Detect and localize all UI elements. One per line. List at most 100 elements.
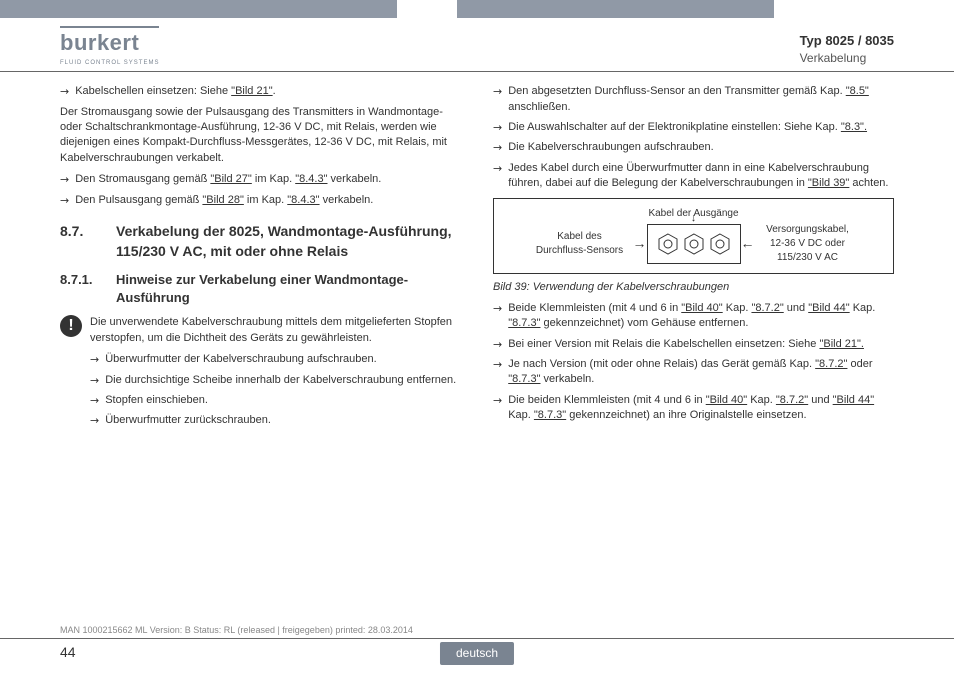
logo-text: burkert bbox=[60, 26, 159, 59]
top-bar-right bbox=[457, 0, 774, 18]
bullet-item: →Die beiden Klemmleisten (mit 4 und 6 in… bbox=[493, 393, 894, 424]
bullet-item: →Beide Klemmleisten (mit 4 und 6 in "Bil… bbox=[493, 301, 894, 332]
subsection-number: 8.7.1. bbox=[60, 271, 116, 307]
page-footer: 44 deutsch bbox=[0, 638, 954, 663]
link-ref[interactable]: "Bild 40" bbox=[706, 394, 747, 406]
arrow-icon: → bbox=[493, 84, 502, 115]
link-ref[interactable]: "Bild 28" bbox=[202, 194, 243, 206]
arrow-icon: → bbox=[493, 140, 502, 155]
link-ref[interactable]: "8.4.3" bbox=[295, 173, 327, 185]
arrow-icon: → bbox=[493, 301, 502, 332]
bullet-item: →Je nach Version (mit oder ohne Relais) … bbox=[493, 357, 894, 388]
bullet-text: Kabelschellen einsetzen: Siehe "Bild 21"… bbox=[75, 84, 275, 99]
top-bar bbox=[0, 0, 954, 18]
arrow-icon: → bbox=[493, 120, 502, 135]
diagram-figure: Kabel der Ausgänge Kabel des Durchfluss-… bbox=[493, 198, 894, 274]
link-ref[interactable]: "8.7.3" bbox=[534, 409, 566, 421]
bullet-text: Die Auswahlschalter auf der Elektronikpl… bbox=[508, 120, 867, 135]
link-ref[interactable]: "8.5" bbox=[846, 85, 869, 97]
link-ref[interactable]: "8.7.2" bbox=[815, 358, 847, 370]
arrow-icon: → bbox=[60, 193, 69, 208]
bullet-item: → Die durchsichtige Scheibe innerhalb der… bbox=[90, 373, 461, 388]
link-ref[interactable]: "8.7.3" bbox=[508, 373, 540, 385]
paragraph: Der Stromausgang sowie der Pulsausgang d… bbox=[60, 105, 461, 167]
bullet-item: →Überwurfmutter der Kabelverschraubung a… bbox=[90, 352, 461, 367]
language-tab: deutsch bbox=[440, 642, 514, 665]
arrow-icon: → bbox=[493, 393, 502, 424]
arrow-icon: ↓ bbox=[691, 211, 697, 226]
bullet-item: →Jedes Kabel durch eine Überwurfmutter d… bbox=[493, 161, 894, 192]
bullet-item: → Stopfen einschieben. bbox=[90, 393, 461, 408]
top-bar-end bbox=[774, 0, 954, 18]
page-header: burkert FLUID CONTROL SYSTEMS Typ 8025 /… bbox=[0, 18, 954, 72]
connector-row: ↓ bbox=[647, 224, 741, 264]
doc-title: Typ 8025 / 8035 Verkabelung bbox=[800, 32, 894, 67]
subsection-heading: 8.7.1. Hinweise zur Verkabelung einer Wa… bbox=[60, 271, 461, 307]
hex-icon bbox=[684, 233, 704, 255]
bullet-text: Den Pulsausgang gemäß "Bild 28" im Kap. … bbox=[75, 193, 373, 208]
top-bar-left bbox=[0, 0, 397, 18]
hex-icon bbox=[658, 233, 678, 255]
warning-content: Die unverwendete Kabelverschraubung mitt… bbox=[90, 315, 461, 433]
link-ref[interactable]: "Bild 44" bbox=[833, 394, 874, 406]
link-ref[interactable]: "8.3". bbox=[841, 121, 867, 133]
left-column: → Kabelschellen einsetzen: Siehe "Bild 2… bbox=[60, 84, 461, 434]
arrow-icon: → bbox=[493, 357, 502, 388]
document-page: burkert FLUID CONTROL SYSTEMS Typ 8025 /… bbox=[0, 0, 954, 673]
bullet-text: Bei einer Version mit Relais die Kabelsc… bbox=[508, 337, 864, 352]
bullet-text: Den Stromausgang gemäß "Bild 27" im Kap.… bbox=[75, 172, 381, 187]
bullet-text: Die beiden Klemmleisten (mit 4 und 6 in … bbox=[508, 393, 894, 424]
link-ref[interactable]: "Bild 40" bbox=[681, 302, 722, 314]
bullet-text: Überwurfmutter der Kabelverschraubung au… bbox=[105, 352, 376, 367]
bullet-item: → Kabelschellen einsetzen: Siehe "Bild 2… bbox=[60, 84, 461, 99]
arrow-icon: ← bbox=[741, 234, 755, 254]
bullet-item: → Den Stromausgang gemäß "Bild 27" im Ka… bbox=[60, 172, 461, 187]
page-number: 44 bbox=[60, 643, 76, 663]
warning-text: Die unverwendete Kabelverschraubung mitt… bbox=[90, 315, 461, 346]
link-ref[interactable]: "Bild 39" bbox=[808, 177, 849, 189]
logo-subtitle: FLUID CONTROL SYSTEMS bbox=[60, 59, 159, 67]
section-heading: 8.7. Verkabelung der 8025, Wandmontage-A… bbox=[60, 222, 461, 261]
bullet-item: → Die Auswahlschalter auf der Elektronikp… bbox=[493, 120, 894, 135]
bullet-item: → Die Kabelverschraubungen aufschrauben. bbox=[493, 140, 894, 155]
bullet-text: Jedes Kabel durch eine Überwurfmutter da… bbox=[508, 161, 894, 192]
arrow-icon: → bbox=[493, 161, 502, 192]
right-column: →Den abgesetzten Durchfluss-Sensor an de… bbox=[493, 84, 894, 434]
arrow-icon: → bbox=[633, 234, 647, 254]
link-ref[interactable]: "Bild 21" bbox=[231, 85, 272, 97]
bullet-text: Die durchsichtige Scheibe innerhalb der … bbox=[105, 373, 456, 388]
link-ref[interactable]: "8.4.3" bbox=[287, 194, 319, 206]
diagram-body: Kabel des Durchfluss-Sensors → ↓ ← Verso… bbox=[500, 223, 887, 265]
arrow-icon: → bbox=[60, 84, 69, 99]
bullet-item: → Überwurfmutter zurückschrauben. bbox=[90, 413, 461, 428]
bullet-item: → Den Pulsausgang gemäß "Bild 28" im Kap… bbox=[60, 193, 461, 208]
link-ref[interactable]: "8.7.3" bbox=[508, 317, 540, 329]
top-bar-gap bbox=[397, 0, 457, 18]
bullet-text: Überwurfmutter zurückschrauben. bbox=[105, 413, 271, 428]
link-ref[interactable]: "8.7.2" bbox=[776, 394, 808, 406]
section-name: Verkabelung bbox=[800, 50, 894, 67]
footer-meta: MAN 1000215662 ML Version: B Status: RL … bbox=[60, 624, 413, 637]
arrow-icon: → bbox=[60, 172, 69, 187]
link-ref[interactable]: "8.7.2" bbox=[751, 302, 783, 314]
figure-caption: Bild 39: Verwendung der Kabelverschraubu… bbox=[493, 280, 894, 295]
link-ref[interactable]: "Bild 44" bbox=[808, 302, 849, 314]
bullet-text: Die Kabelverschraubungen aufschrauben. bbox=[508, 140, 713, 155]
section-title: Verkabelung der 8025, Wandmontage-Ausfüh… bbox=[116, 222, 461, 261]
arrow-icon: → bbox=[90, 413, 99, 428]
bullet-text: Beide Klemmleisten (mit 4 und 6 in "Bild… bbox=[508, 301, 894, 332]
section-number: 8.7. bbox=[60, 222, 116, 261]
content-area: → Kabelschellen einsetzen: Siehe "Bild 2… bbox=[0, 72, 954, 434]
bullet-item: →Den abgesetzten Durchfluss-Sensor an de… bbox=[493, 84, 894, 115]
exclamation-icon: ! bbox=[60, 315, 82, 337]
bullet-text: Je nach Version (mit oder ohne Relais) d… bbox=[508, 357, 894, 388]
hex-icon bbox=[710, 233, 730, 255]
link-ref[interactable]: "Bild 21". bbox=[819, 338, 864, 350]
link-ref[interactable]: "Bild 27" bbox=[210, 173, 251, 185]
logo: burkert FLUID CONTROL SYSTEMS bbox=[60, 26, 159, 67]
arrow-icon: → bbox=[90, 393, 99, 408]
arrow-icon: → bbox=[90, 373, 99, 388]
type-number: Typ 8025 / 8035 bbox=[800, 32, 894, 50]
bullet-text: Stopfen einschieben. bbox=[105, 393, 208, 408]
subsection-title: Hinweise zur Verkabelung einer Wandmonta… bbox=[116, 271, 461, 307]
